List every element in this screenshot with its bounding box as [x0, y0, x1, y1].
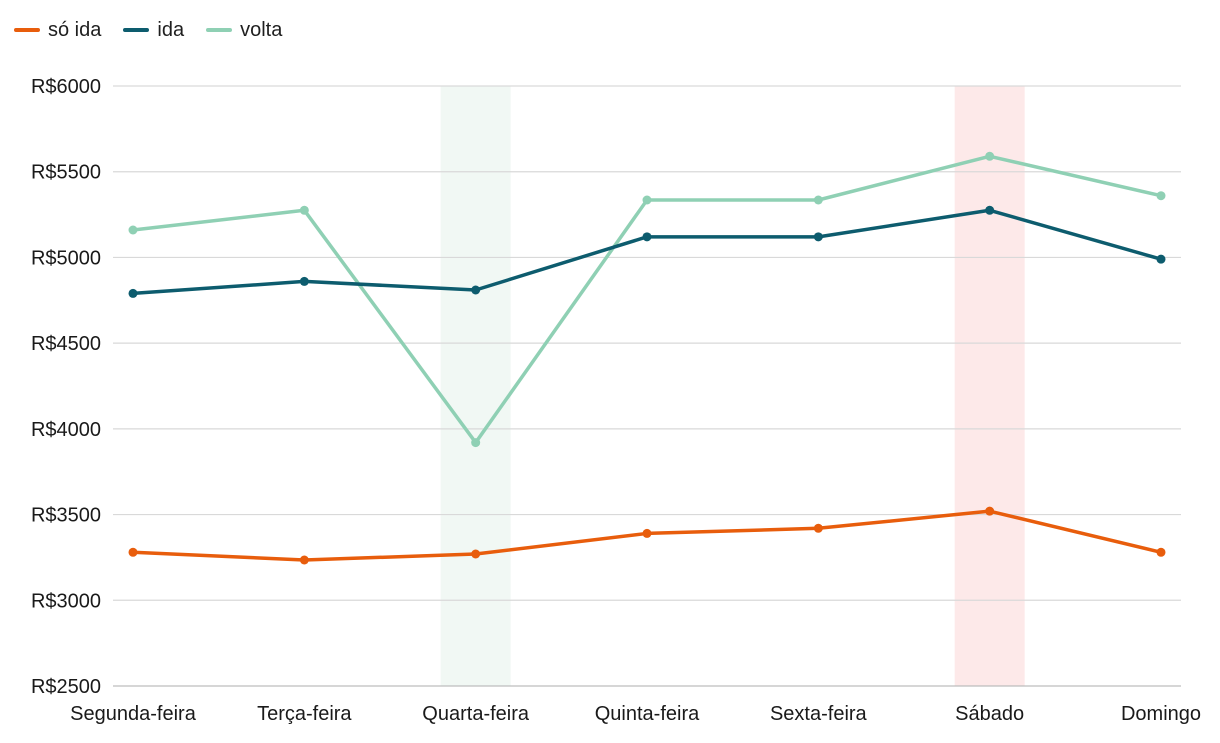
data-point: [985, 205, 995, 215]
legend-swatch: [206, 28, 233, 32]
x-tick-label: Domingo: [1121, 703, 1201, 725]
y-tick-label: R$4500: [31, 333, 101, 355]
data-point: [813, 523, 823, 533]
y-tick-label: R$3500: [31, 505, 101, 527]
legend-label: ida: [157, 18, 185, 41]
data-point: [299, 555, 309, 565]
data-point: [813, 232, 823, 242]
highlight-band-0: [440, 86, 511, 686]
legend-item: ida: [123, 19, 184, 42]
data-point: [813, 195, 823, 205]
data-point: [985, 506, 995, 516]
legend: só ida ida volta: [14, 16, 282, 44]
highlight-band-1: [954, 86, 1025, 686]
x-tick-label: Sábado: [955, 703, 1024, 725]
legend-swatch: [14, 28, 40, 32]
y-tick-label: R$4000: [31, 419, 101, 441]
y-tick-label: R$5000: [31, 247, 101, 269]
data-point: [642, 232, 652, 242]
data-point: [471, 438, 481, 448]
data-point: [471, 549, 481, 559]
data-point: [471, 285, 481, 295]
data-point: [128, 547, 138, 557]
data-point: [1156, 547, 1166, 557]
x-tick-label: Quarta-feira: [422, 703, 530, 725]
y-tick-label: R$5500: [31, 162, 101, 184]
legend-swatch: [123, 28, 150, 32]
legend-item: só ida: [14, 19, 101, 42]
legend-label: volta: [240, 18, 283, 41]
x-tick-label: Sexta-feira: [770, 703, 868, 725]
y-tick-label: R$6000: [31, 76, 101, 98]
data-point: [128, 288, 138, 298]
data-point: [299, 276, 309, 286]
x-tick-label: Segunda-feira: [70, 703, 197, 725]
legend-item: volta: [206, 19, 282, 42]
data-point: [1156, 254, 1166, 264]
data-point: [299, 205, 309, 215]
data-point: [642, 528, 652, 538]
data-point: [985, 151, 995, 161]
x-tick-label: Quinta-feira: [595, 703, 700, 725]
x-tick-label: Terça-feira: [257, 703, 352, 725]
y-tick-label: R$3000: [31, 590, 101, 612]
data-point: [128, 225, 138, 235]
data-point: [1156, 191, 1166, 201]
legend-label: só ida: [48, 18, 102, 41]
y-tick-label: R$2500: [31, 676, 101, 698]
data-point: [642, 195, 652, 205]
